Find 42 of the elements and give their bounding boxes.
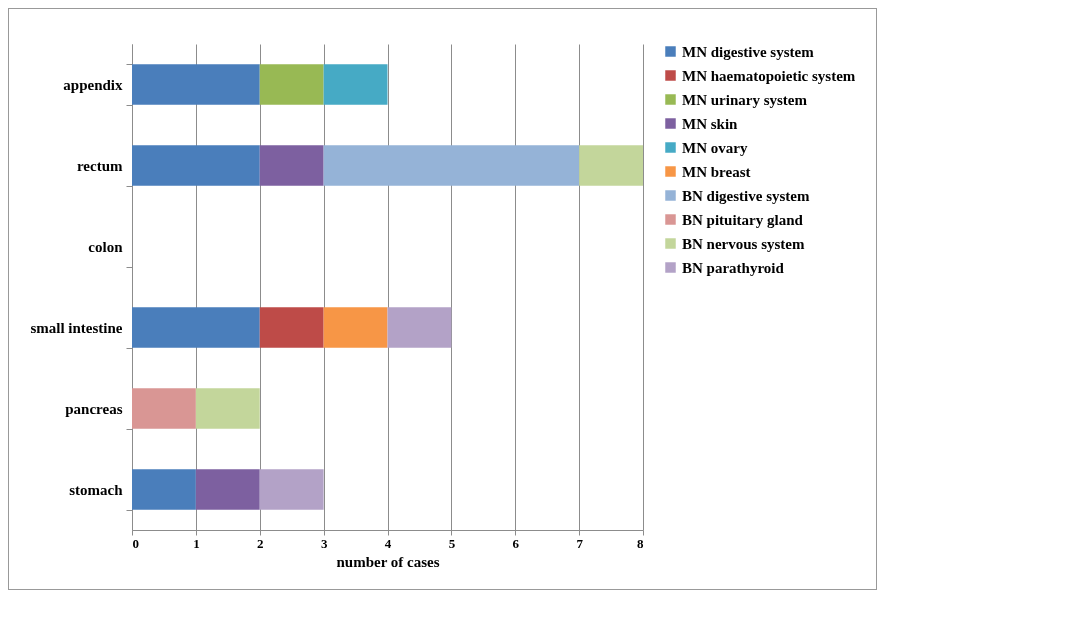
bar: [132, 145, 260, 186]
bar: [387, 307, 452, 348]
legend-label: BN parathyroid: [682, 259, 785, 276]
legend-label: MN urinary system: [682, 91, 808, 108]
legend-label: BN pituitary gland: [682, 211, 804, 228]
x-tick-label: 4: [384, 535, 392, 551]
x-axis-title: number of cases: [336, 553, 440, 570]
y-tick-label: pancreas: [65, 401, 123, 417]
x-tick-label: 5: [448, 535, 456, 551]
bar: [132, 307, 260, 348]
bar: [259, 64, 324, 105]
bar: [323, 307, 388, 348]
bar: [195, 388, 260, 429]
bar: [132, 64, 260, 105]
bar: [195, 469, 260, 510]
y-tick-label: rectum: [76, 158, 123, 174]
bar: [323, 64, 388, 105]
legend-label: MN ovary: [682, 139, 748, 156]
bar: [132, 388, 196, 429]
legend-label: BN digestive system: [682, 187, 810, 204]
y-tick-label: stomach: [69, 482, 124, 498]
y-tick-label: colon: [88, 239, 124, 255]
x-tick-label: 0: [132, 535, 139, 551]
bar: [579, 145, 643, 186]
bar: [323, 145, 580, 186]
bar: [259, 469, 324, 510]
legend-label: MN breast: [682, 163, 751, 180]
legend-label: MN haematopoietic system: [682, 67, 856, 84]
legend-label: BN nervous system: [682, 235, 805, 252]
x-tick-label: 2: [257, 535, 264, 551]
y-tick-label: appendix: [63, 77, 123, 93]
y-tick-label: small intestine: [30, 320, 123, 336]
bar: [259, 145, 324, 186]
x-tick-label: 6: [512, 535, 520, 551]
legend-label: MN digestive system: [682, 43, 815, 60]
x-tick-label: 8: [637, 535, 644, 551]
legend-label: MN skin: [682, 115, 739, 132]
bar: [132, 469, 196, 510]
x-tick-label: 3: [320, 535, 328, 551]
x-tick-label: 1: [193, 535, 200, 551]
x-tick-label: 7: [576, 535, 584, 551]
bar: [259, 307, 324, 348]
